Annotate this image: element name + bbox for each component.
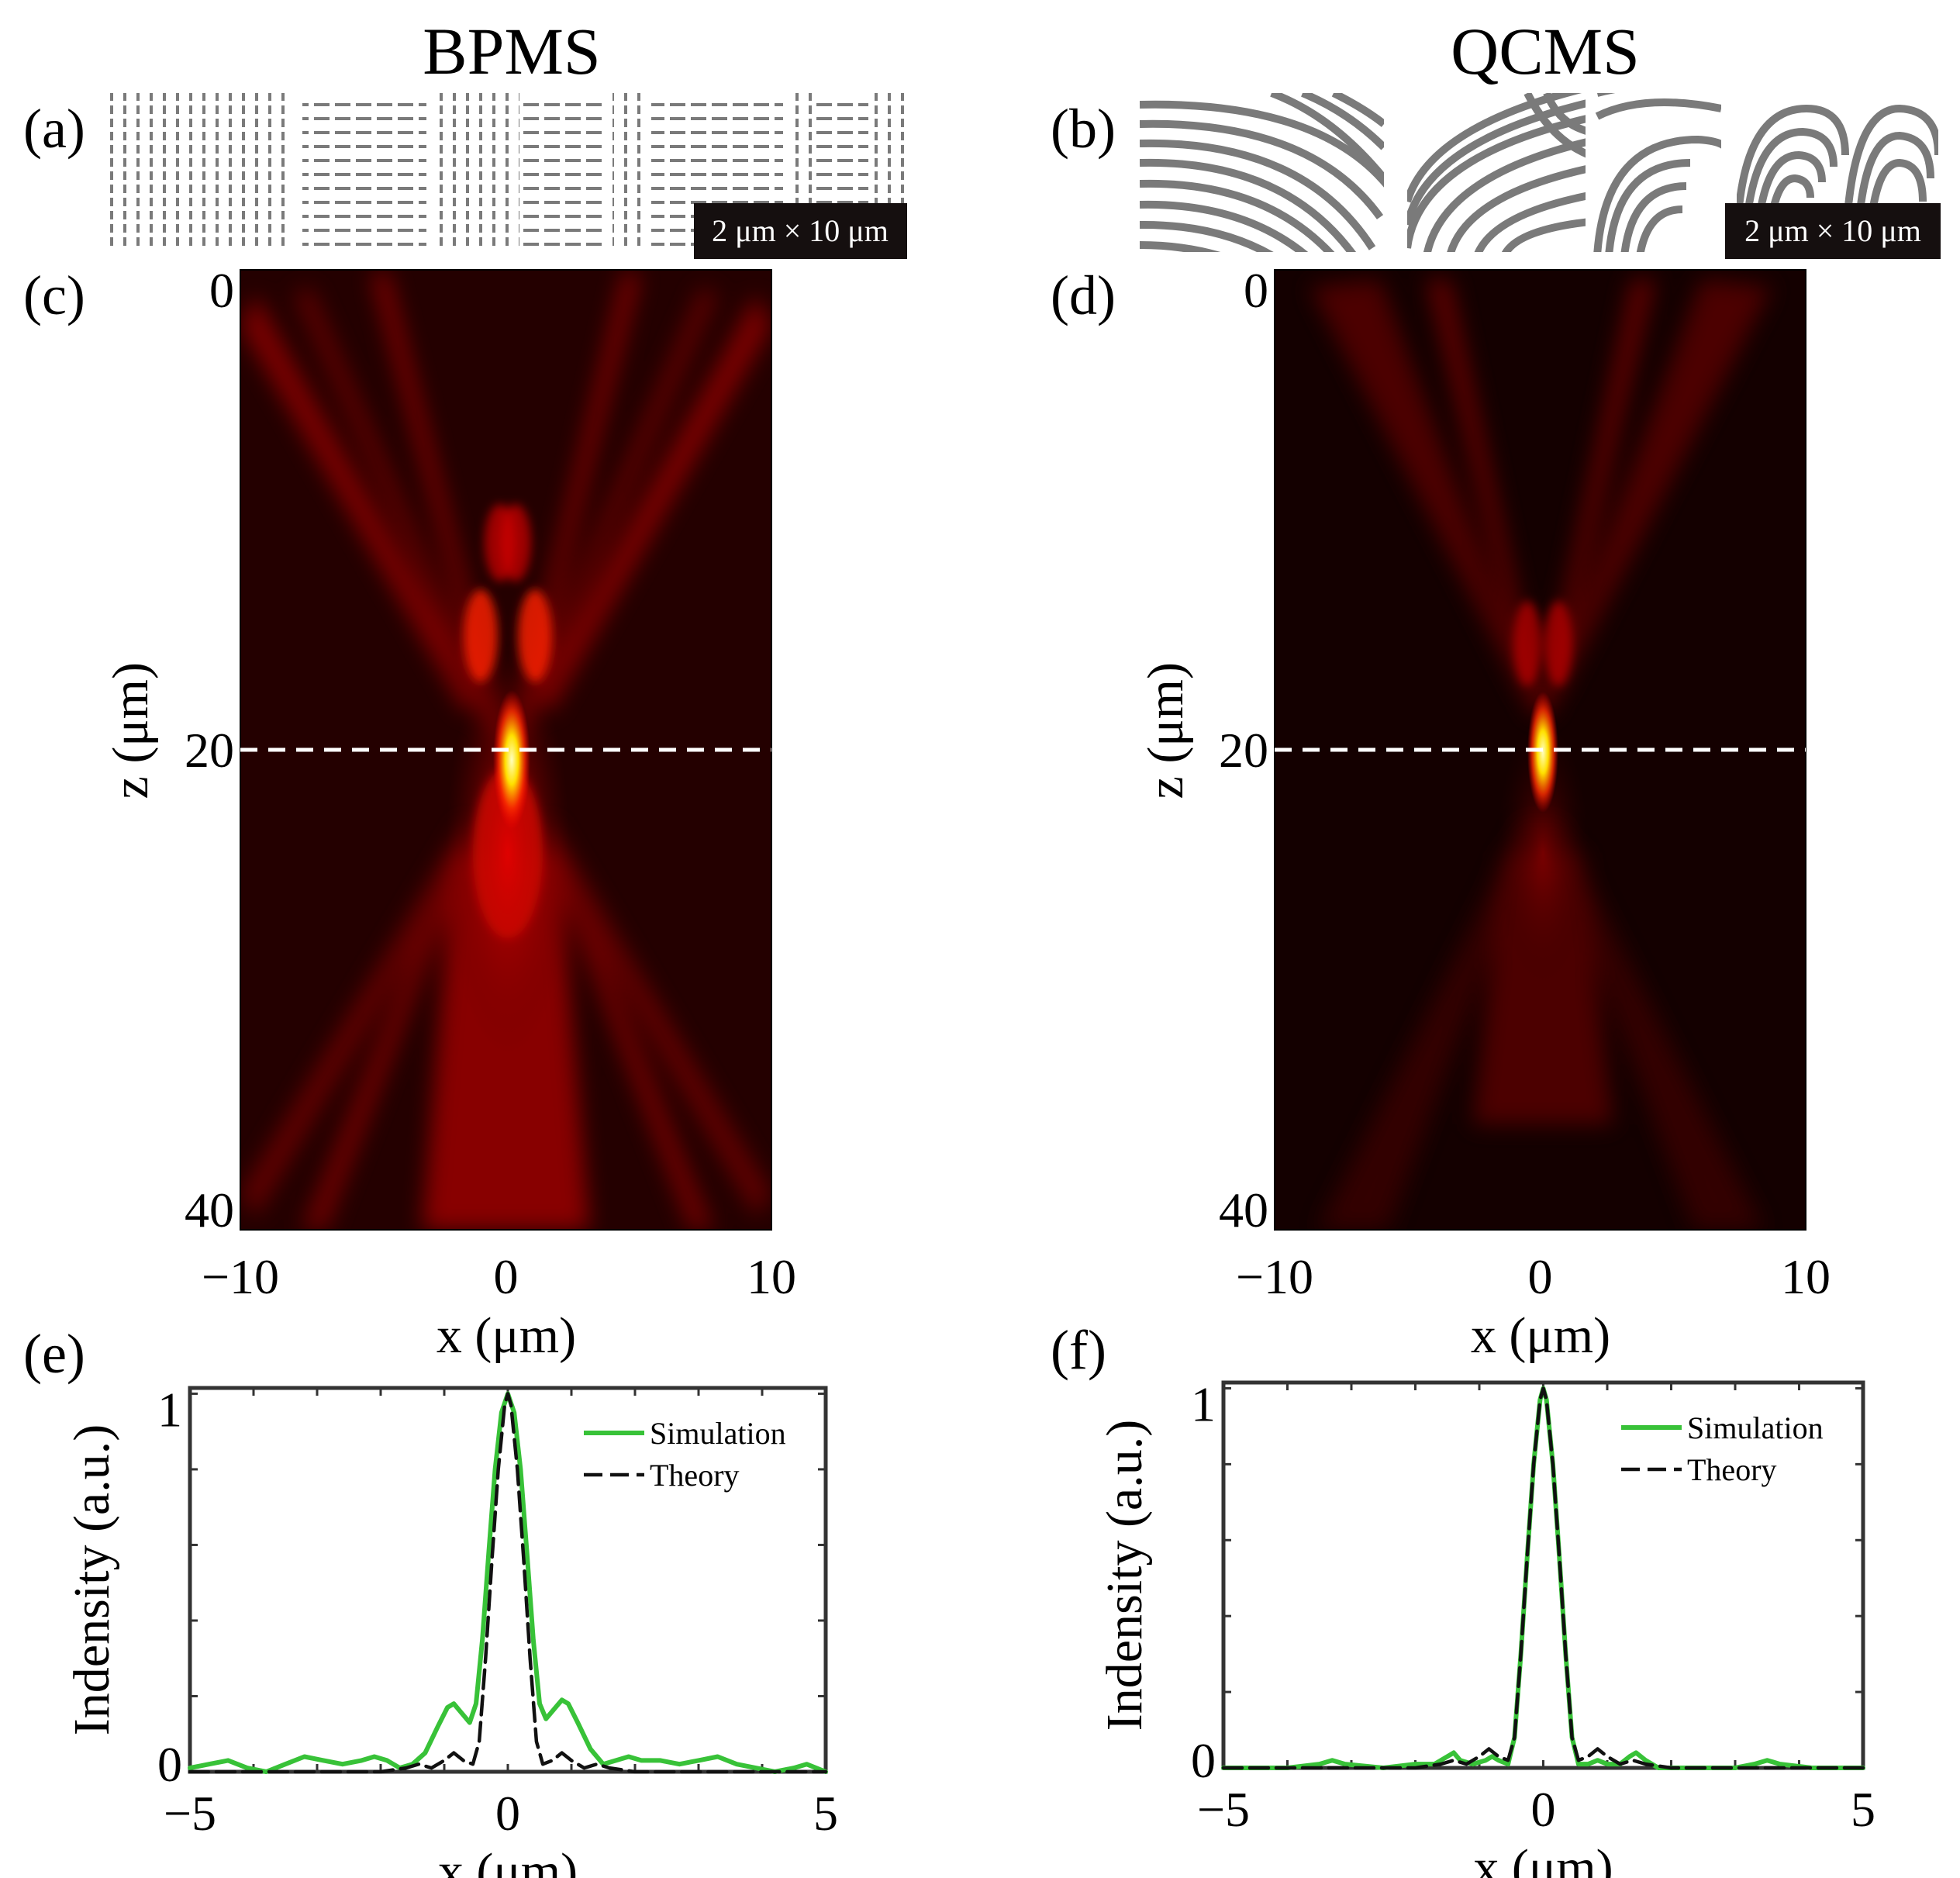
legend-label-simulation-f: Simulation bbox=[1687, 1410, 1824, 1445]
heatmap-d bbox=[1275, 270, 1806, 1230]
qcms-structure bbox=[1140, 93, 1938, 252]
qcms-title: QCMS bbox=[1451, 14, 1640, 88]
xtick-label-e: −5 bbox=[164, 1786, 216, 1841]
xtick-label-d: −10 bbox=[1236, 1249, 1313, 1304]
bpms-structure: 2 μm × 10 μm bbox=[105, 93, 907, 259]
xtick-label-e: 0 bbox=[495, 1786, 520, 1841]
xtick-label-c: −10 bbox=[202, 1249, 279, 1304]
ytick-label-c: 40 bbox=[185, 1182, 234, 1238]
xtick-label-f: 0 bbox=[1531, 1782, 1556, 1837]
xtick-label-f: 5 bbox=[1851, 1782, 1875, 1837]
y-axis-label-f: Indensity (a.u.) bbox=[1096, 1420, 1153, 1731]
ytick-label-f: 0 bbox=[1191, 1733, 1216, 1788]
ytick-label-c: 20 bbox=[185, 723, 234, 778]
ytick-label-e: 1 bbox=[157, 1382, 182, 1437]
xtick-label-e: 5 bbox=[813, 1786, 838, 1841]
scale-bar-a: 2 μm × 10 μm bbox=[712, 213, 889, 248]
series-theory-f bbox=[1221, 1386, 1865, 1770]
legend-label-theory-f: Theory bbox=[1687, 1452, 1777, 1487]
y-axis-label-e: Indensity (a.u.) bbox=[64, 1424, 120, 1735]
axes-d: −10 0 10 0 20 40 x (μm) z (μm) bbox=[1137, 263, 1831, 1364]
y-axis-label-c: z (μm) bbox=[102, 662, 159, 799]
x-axis-label-d: x (μm) bbox=[1471, 1307, 1610, 1364]
ytick-label-d: 0 bbox=[1244, 263, 1268, 318]
x-axis-label-e: x (μm) bbox=[438, 1843, 578, 1878]
y-axis-label-d: z (μm) bbox=[1137, 662, 1194, 799]
panel-label-d: (d) bbox=[1051, 264, 1116, 326]
panel-label-b: (b) bbox=[1051, 98, 1116, 160]
scale-bar-b-box: 2 μm × 10 μm bbox=[1725, 203, 1941, 259]
xtick-label-f: −5 bbox=[1197, 1782, 1250, 1837]
ytick-label-f: 1 bbox=[1191, 1376, 1216, 1431]
axes-c: −10 0 10 0 20 40 x (μm) z (μm) bbox=[102, 263, 796, 1364]
ytick-label-d: 40 bbox=[1219, 1182, 1268, 1238]
x-axis-label-f: x (μm) bbox=[1473, 1839, 1613, 1878]
x-axis-label-c: x (μm) bbox=[437, 1307, 576, 1364]
panel-label-a: (a) bbox=[23, 98, 85, 160]
xtick-label-d: 0 bbox=[1528, 1249, 1553, 1304]
scale-bar-b: 2 μm × 10 μm bbox=[1744, 213, 1921, 248]
xtick-label-c: 0 bbox=[494, 1249, 519, 1304]
ytick-label-d: 20 bbox=[1219, 723, 1268, 778]
bpms-title: BPMS bbox=[423, 14, 601, 88]
panel-label-e: (e) bbox=[23, 1323, 85, 1385]
panel-label-c: (c) bbox=[23, 264, 85, 326]
legend-label-theory-e: Theory bbox=[650, 1458, 740, 1493]
ytick-label-c: 0 bbox=[209, 263, 234, 318]
xtick-label-d: 10 bbox=[1781, 1249, 1831, 1304]
panel-label-f: (f) bbox=[1051, 1319, 1106, 1381]
series-theory-e bbox=[188, 1392, 828, 1774]
ytick-label-e: 0 bbox=[157, 1737, 182, 1792]
xtick-label-c: 10 bbox=[747, 1249, 796, 1304]
legend-label-simulation-e: Simulation bbox=[650, 1416, 786, 1451]
